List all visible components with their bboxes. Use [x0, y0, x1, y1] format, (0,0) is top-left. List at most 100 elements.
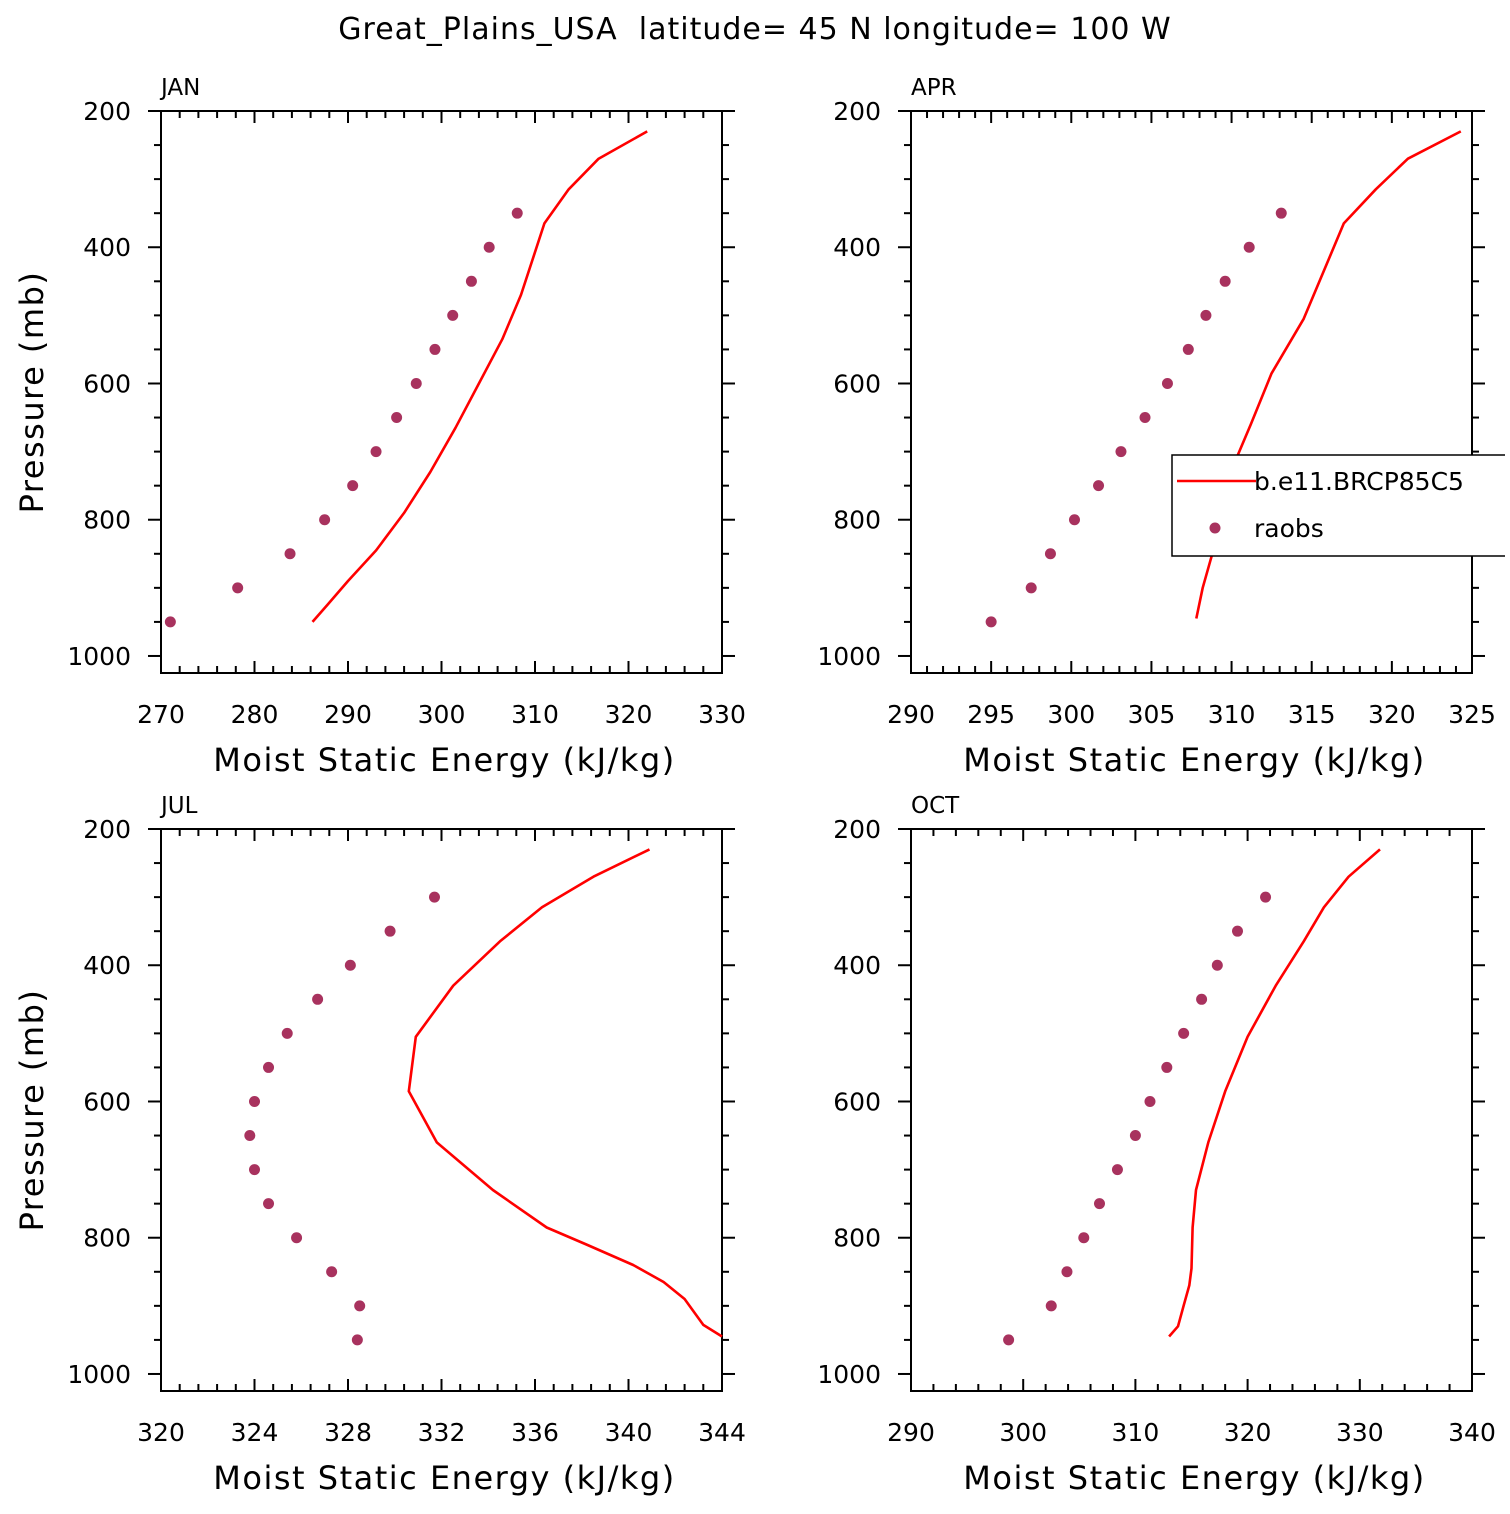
model-series-line [407, 848, 723, 1338]
x-tick-label: 336 [511, 1418, 559, 1447]
raobs-point [1045, 1300, 1057, 1312]
raobs-point [428, 891, 440, 903]
raobs-point [1093, 1198, 1105, 1210]
model-series-line [311, 130, 648, 623]
raobs-point [249, 1095, 260, 1107]
legend-marker-swatch [1209, 522, 1221, 534]
y-tick-label: 200 [833, 815, 881, 844]
raobs-point [249, 1164, 260, 1176]
raobs-point [164, 616, 176, 628]
raobs-point [1061, 1266, 1073, 1278]
raobs-point [263, 1061, 275, 1073]
x-tick-label: 344 [698, 1418, 746, 1447]
legend: b.e11.BRCP85C5 raobs [1171, 454, 1505, 557]
raobs-point [465, 275, 477, 287]
x-tick-label: 315 [1288, 700, 1336, 729]
x-axis-label: Moist Static Energy (kJ/kg) [213, 1459, 675, 1497]
panel-apr: 290 295 300 305 310 315 320 325 200 400 600 800 1000… [817, 75, 1505, 779]
x-tick-label: 310 [1112, 1418, 1160, 1447]
plot-frame [910, 828, 1473, 1392]
panel-oct: 290 300 310 320 330 340 200 400 600 800 1000 OCT Moi… [817, 793, 1495, 1497]
raobs-point [244, 1130, 256, 1142]
x-tick-label: 305 [1128, 700, 1176, 729]
y-tick-label: 400 [833, 951, 881, 980]
x-tick-label: 340 [605, 1418, 653, 1447]
x-tick-label: 290 [324, 700, 372, 729]
x-tick-label: 290 [887, 700, 935, 729]
raobs-point [319, 514, 331, 526]
y-tick-label: 600 [83, 369, 131, 398]
x-tick-label: 300 [418, 700, 466, 729]
raobs-point [511, 207, 523, 219]
legend-label-model: b.e11.BRCP85C5 [1254, 467, 1464, 496]
panel-label: APR [911, 75, 957, 101]
raobs-point [1243, 241, 1255, 253]
y-axis-label: Pressure (mb) [13, 989, 51, 1232]
x-tick-label: 320 [137, 1418, 185, 1447]
x-tick-label: 320 [605, 700, 653, 729]
raobs-point [410, 377, 422, 389]
raobs-point [354, 1300, 366, 1312]
y-tick-label: 200 [833, 97, 881, 126]
raobs-point [1161, 1061, 1173, 1073]
raobs-point [1211, 959, 1223, 971]
y-tick-label: 400 [83, 233, 131, 262]
y-axis-label: Pressure (mb) [13, 271, 51, 514]
panel-label: JAN [159, 75, 200, 101]
raobs-point [1068, 514, 1080, 526]
raobs-point [1196, 993, 1208, 1005]
y-tick-label: 1000 [817, 1360, 881, 1389]
raobs-point [447, 309, 459, 321]
raobs-point [263, 1198, 275, 1210]
x-tick-label: 300 [1047, 700, 1095, 729]
raobs-point [312, 993, 324, 1005]
raobs-point [985, 616, 997, 628]
raobs-point [391, 412, 403, 424]
raobs-point [326, 1266, 338, 1278]
raobs-point [1078, 1232, 1090, 1244]
x-axis-label: Moist Static Energy (kJ/kg) [963, 741, 1425, 779]
raobs-point [1232, 925, 1244, 937]
panel-label: JUL [159, 793, 198, 819]
y-tick-label: 600 [83, 1087, 131, 1116]
raobs-point [284, 548, 296, 560]
raobs-point [1111, 1164, 1123, 1176]
x-tick-label: 295 [967, 700, 1015, 729]
plot-frame [160, 828, 723, 1392]
raobs-point [1093, 480, 1105, 492]
panel-jan: 270 280 290 300 310 320 330 200 400 600 800 1000 JAN… [13, 75, 746, 779]
x-tick-label: 270 [137, 700, 185, 729]
x-axis-label: Moist Static Energy (kJ/kg) [213, 741, 675, 779]
raobs-point [1260, 891, 1272, 903]
y-tick-label: 800 [833, 1224, 881, 1253]
y-tick-label: 1000 [817, 642, 881, 671]
raobs-point [1219, 275, 1231, 287]
y-tick-label: 800 [83, 506, 131, 535]
y-tick-label: 600 [833, 1087, 881, 1116]
raobs-point [1044, 548, 1056, 560]
y-tick-label: 1000 [67, 642, 131, 671]
y-tick-label: 800 [833, 506, 881, 535]
legend-label-raobs: raobs [1254, 514, 1324, 543]
raobs-point [429, 343, 441, 355]
raobs-point [1115, 446, 1127, 458]
x-tick-label: 332 [418, 1418, 466, 1447]
figure-title: Great_Plains_USA latitude= 45 N longitud… [338, 12, 1172, 47]
raobs-point [232, 582, 244, 594]
model-series-line [1168, 848, 1381, 1338]
x-tick-label: 325 [1448, 700, 1496, 729]
raobs-point [483, 241, 495, 253]
y-tick-label: 800 [83, 1224, 131, 1253]
panel-jul: 320 324 328 332 336 340 344 200 400 600 800 1000 JUL… [13, 793, 746, 1497]
raobs-point [384, 925, 396, 937]
raobs-point [1178, 1027, 1190, 1039]
raobs-point [1139, 412, 1151, 424]
x-tick-label: 330 [1336, 1418, 1384, 1447]
x-tick-label: 310 [511, 700, 559, 729]
raobs-point [370, 446, 382, 458]
y-tick-label: 600 [833, 369, 881, 398]
raobs-point [1003, 1334, 1015, 1346]
legend-box [1171, 454, 1505, 557]
